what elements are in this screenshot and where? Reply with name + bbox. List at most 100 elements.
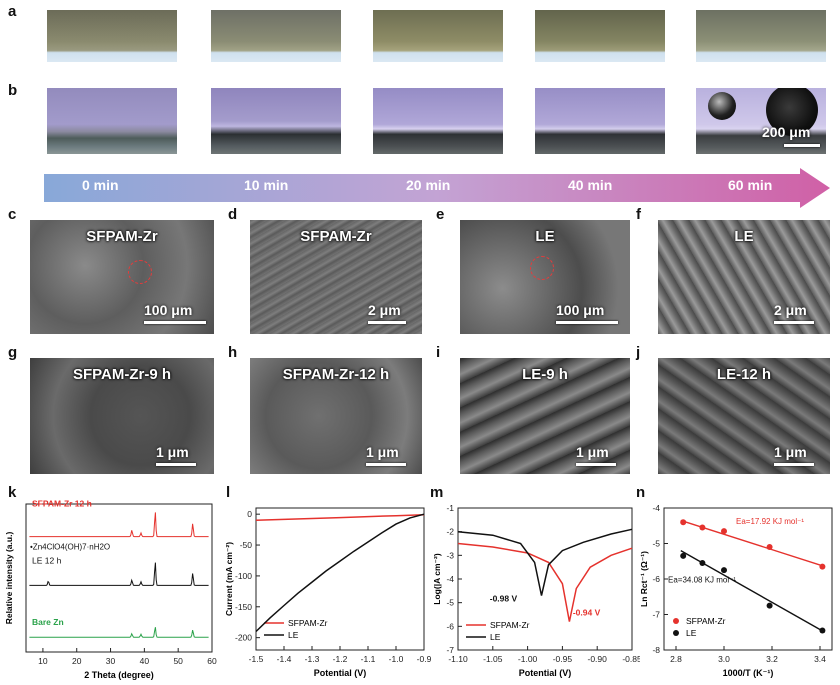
sem-scalebar-e — [556, 321, 618, 324]
chart-l-legend-label-1: LE — [288, 630, 299, 640]
sem-title-c: SFPAM-Zr — [86, 228, 158, 245]
chart-k-series-label-1: LE 12 h — [32, 555, 62, 565]
chart-l-series-1 — [255, 513, 425, 633]
chart-n-point-0-2 — [721, 528, 727, 535]
sem-image-e: LE 100 μm — [460, 220, 630, 334]
chart-k-xtick-label-3: 40 — [140, 656, 150, 666]
chart-n-ytick-label-0: -4 — [652, 503, 660, 513]
panel-label-f: f — [636, 206, 641, 223]
chart-l-xtick-label-4: -1.1 — [361, 654, 376, 664]
sem-image-h: SFPAM-Zr-12 h 1 μm — [250, 358, 422, 474]
row-b-image-3 — [373, 88, 503, 154]
chart-m-xtick-label-3: -0.95 — [553, 654, 573, 664]
chart-n-legend-marker-0 — [673, 618, 679, 624]
chart-n-annotation-0: Ea=17.92 KJ mol⁻¹ — [736, 517, 804, 526]
chart-k-xtick-label-5: 60 — [207, 656, 217, 666]
chart-n-ytick-label-2: -6 — [652, 574, 660, 584]
chart-n-point-1-1 — [699, 560, 706, 567]
timeline-label-0: 0 min — [82, 177, 119, 193]
sem-scalebar-d — [368, 321, 406, 324]
chart-n-point-1-4 — [819, 627, 826, 634]
chart-m-ytick-label-2: -3 — [446, 550, 454, 560]
sem-scale-d: 2 μm — [368, 302, 401, 318]
panel-label-g: g — [8, 344, 18, 361]
chart-l-ytick-label-3: -150 — [235, 602, 252, 612]
chart-n-ytick-label-3: -7 — [652, 610, 660, 620]
chart-n-point-1-0 — [680, 552, 687, 559]
row-b-image-5: 200 μm — [696, 88, 826, 154]
panel-label-c: c — [8, 206, 17, 223]
chart-n-point-0-4 — [819, 563, 826, 570]
chart-l-xtick-label-1: -1.4 — [277, 654, 292, 664]
sem-title-e: LE — [535, 228, 555, 245]
row-b-image-2 — [211, 88, 341, 154]
chart-m-annotation-0: -0.98 V — [490, 593, 518, 603]
sem-title-i: LE-9 h — [522, 366, 568, 383]
chart-n-ytick-label-4: -8 — [652, 645, 660, 655]
row-a-image-2 — [211, 10, 341, 62]
chart-n-point-1-2 — [721, 567, 727, 574]
chart-m-ytick-label-6: -7 — [446, 645, 454, 655]
chart-n-xtick-label-0: 2.8 — [670, 654, 682, 664]
panel-label-h: h — [228, 344, 238, 361]
chart-m-annotation-1: -0.94 V — [573, 608, 601, 618]
row-b-scale-bar — [784, 144, 820, 147]
chart-m-ytick-label-0: -1 — [446, 503, 454, 513]
chart-l-ytick-label-0: 0 — [247, 509, 252, 519]
timeline-label-4: 60 min — [728, 177, 773, 193]
panel-label-a: a — [8, 3, 17, 20]
timeline-arrow — [44, 168, 830, 208]
chart-k-series-0 — [29, 512, 209, 538]
chart-k-xtick-label-2: 30 — [106, 656, 116, 666]
sem-scale-e: 100 μm — [556, 302, 605, 318]
chart-l-frame — [255, 507, 425, 651]
panel-label-d: d — [228, 206, 238, 223]
sem-image-g: SFPAM-Zr-9 h 1 μm — [30, 358, 214, 474]
panel-label-j: j — [636, 344, 641, 361]
sem-scalebar-g — [156, 463, 196, 466]
chart-l-xtick-label-5: -1.0 — [389, 654, 404, 664]
chart-l-xlabel: Potential (V) — [314, 668, 367, 678]
highlight-circle-c — [128, 260, 152, 284]
chart-n-point-0-1 — [699, 524, 706, 531]
chart-l-ylabel: Current (mA cm⁻²) — [224, 542, 234, 616]
chart-m-ytick-label-5: -6 — [446, 621, 454, 631]
chart-l-xtick-label-6: -0.9 — [417, 654, 432, 664]
chart-l-series-0 — [255, 514, 425, 522]
timeline-label-1: 10 min — [244, 177, 289, 193]
chart-n-annotation-1: Ea=34.08 KJ mol⁻¹ — [668, 576, 736, 585]
timeline-label-2: 20 min — [406, 177, 451, 193]
chart-k-series-2 — [29, 627, 209, 638]
chart-m-xtick-label-5: -0.85 — [622, 654, 640, 664]
chart-n-point-0-0 — [680, 519, 687, 526]
chart-m-ytick-label-4: -5 — [446, 598, 454, 608]
chart-m-xtick-label-4: -0.90 — [588, 654, 608, 664]
chart-m-xtick-label-2: -1.00 — [518, 654, 538, 664]
chart-m-ytick-label-1: -2 — [446, 527, 454, 537]
chart-k-xlabel: 2 Theta (degree) — [84, 670, 154, 680]
chart-n-ytick-label-1: -5 — [652, 539, 660, 549]
chart-n-point-0-3 — [766, 544, 773, 551]
chart-k: 10 20 30 40 50 60 2 Theta (degree) Relative int… — [4, 499, 217, 680]
chart-n-xlabel: 1000/T (K⁻¹) — [723, 668, 774, 678]
chart-l: -1.5 -1.4 -1.3 -1.2 -1.1 -1.0 -0.9 0 -50 -100 -150… — [224, 507, 432, 678]
chart-n-ylabel: Ln Rct⁻¹ (Ω⁻¹) — [640, 551, 649, 607]
chart-n-legend-label-1: LE — [686, 628, 697, 638]
chart-k-series-1 — [29, 562, 209, 586]
panel-label-k: k — [8, 484, 17, 501]
sem-image-f: LE 2 μm — [658, 220, 830, 334]
sem-title-g: SFPAM-Zr-9 h — [72, 366, 172, 383]
chart-n-xtick-label-1: 3.0 — [718, 654, 730, 664]
chart-l-xtick-label-3: -1.2 — [333, 654, 348, 664]
chart-l-xtick-label-2: -1.3 — [305, 654, 320, 664]
sem-title-j: LE-12 h — [716, 366, 772, 383]
chart-k-frame — [25, 503, 213, 653]
panel-label-l: l — [226, 484, 231, 501]
chart-k-series-label-2: Bare Zn — [32, 617, 64, 627]
chart-m-ylabel: Log(|A cm⁻²) — [432, 553, 442, 605]
timeline-label-3: 40 min — [568, 177, 613, 193]
chart-m-xlabel: Potential (V) — [519, 668, 572, 678]
chart-n-xtick-label-3: 3.4 — [814, 654, 826, 664]
sem-image-d: SFPAM-Zr 2 μm — [250, 220, 422, 334]
chart-m-ytick-label-3: -4 — [446, 574, 454, 584]
